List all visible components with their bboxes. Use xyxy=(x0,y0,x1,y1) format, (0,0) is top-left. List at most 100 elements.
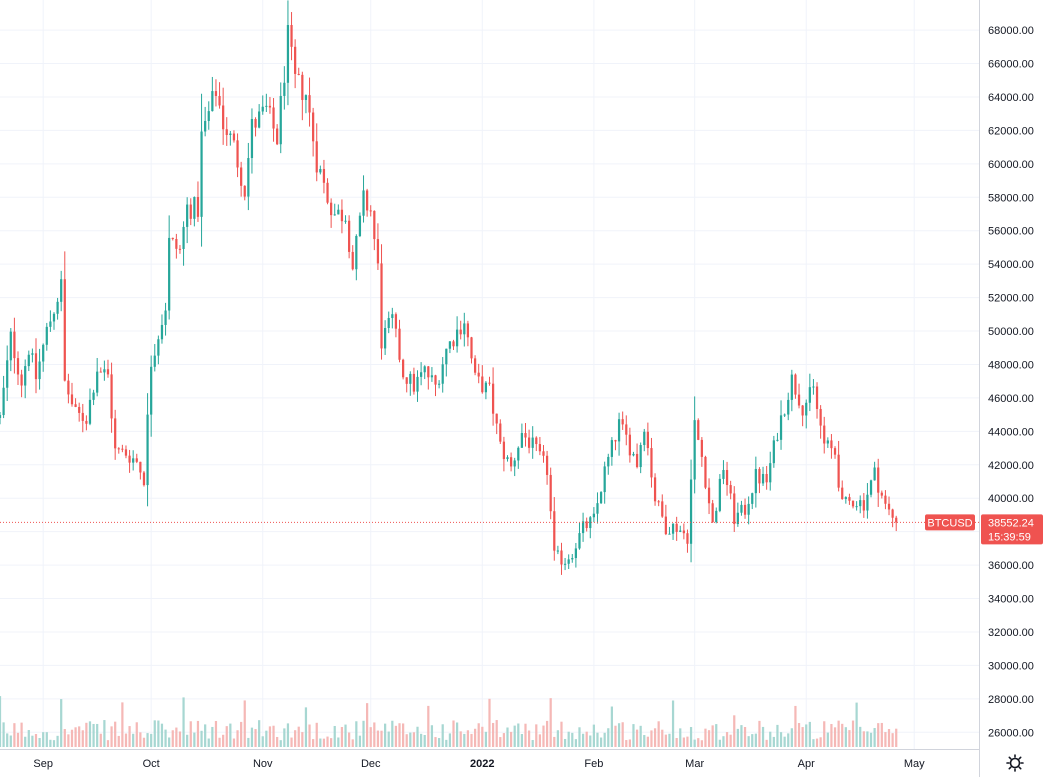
candle-body xyxy=(700,439,703,457)
volume-bar xyxy=(481,726,484,747)
volume-bar xyxy=(797,723,801,747)
volume-bar xyxy=(164,729,167,747)
candle-body xyxy=(38,361,41,380)
candle-body xyxy=(855,506,858,508)
volume-bar xyxy=(491,722,495,747)
candle-body xyxy=(445,348,448,365)
candle-body xyxy=(859,500,862,507)
volume-bar xyxy=(833,727,837,747)
volume-bar xyxy=(610,706,613,747)
candle-body xyxy=(0,415,2,418)
candle-body xyxy=(571,558,574,560)
volume-bar xyxy=(736,728,739,747)
time-tick-label: Apr xyxy=(798,758,815,770)
candle-body xyxy=(27,354,30,367)
volume-bar xyxy=(240,721,243,747)
candle-body xyxy=(272,107,275,129)
price-tick-label: 44000.00 xyxy=(988,426,1034,438)
volume-bar xyxy=(675,738,678,747)
time-tick-label: Oct xyxy=(143,758,160,770)
candle-body xyxy=(877,467,880,493)
volume-bar xyxy=(574,739,577,747)
candle-body xyxy=(56,301,59,314)
symbol-badge xyxy=(925,514,975,531)
candle-body xyxy=(851,500,855,507)
candle-body xyxy=(441,364,444,384)
candle-body xyxy=(20,374,23,386)
volume-bar xyxy=(452,720,455,747)
volume-bar xyxy=(581,733,585,747)
volume-bar xyxy=(229,723,232,747)
last-price-badge xyxy=(981,514,1043,545)
candle-body xyxy=(463,323,466,335)
volume-bar xyxy=(545,720,549,747)
candle-body xyxy=(319,168,322,173)
candle-body xyxy=(49,321,52,327)
candle-body xyxy=(639,445,642,468)
candle-body xyxy=(549,474,552,512)
candle-body xyxy=(63,279,66,381)
volume-bar xyxy=(535,724,538,747)
candle-body xyxy=(31,353,34,355)
candle-body xyxy=(635,453,639,468)
candle-body xyxy=(261,106,264,112)
candle-body xyxy=(736,512,739,525)
volume-bar xyxy=(286,723,290,747)
price-tick-label: 48000.00 xyxy=(988,359,1034,371)
volume-bar xyxy=(193,732,196,747)
volume-bar xyxy=(9,735,12,747)
candle-body xyxy=(513,460,516,467)
volume-bar xyxy=(445,739,448,747)
volume-bar xyxy=(477,723,480,747)
volume-bar xyxy=(279,740,282,747)
candle-body xyxy=(715,510,718,523)
candle-body xyxy=(373,210,376,240)
candle-body xyxy=(869,480,873,495)
volume-bar xyxy=(135,722,138,747)
volume-bar xyxy=(358,735,362,747)
volume-bar xyxy=(355,721,358,747)
volume-bar xyxy=(668,733,671,747)
candle-body xyxy=(499,423,502,442)
time-tick-label: Mar xyxy=(685,758,704,770)
candle-body xyxy=(258,111,261,128)
volume-bar xyxy=(549,698,552,747)
volume-bar xyxy=(733,715,736,747)
time-axis[interactable]: Sep Oct Nov Dec 2022 Feb Mar Apr May xyxy=(33,758,925,770)
volume-bar xyxy=(348,732,351,747)
candle-body xyxy=(632,453,635,456)
candle-body xyxy=(52,313,56,322)
volume-bar xyxy=(150,733,153,747)
volume-bar xyxy=(837,720,840,747)
volume-bar xyxy=(402,723,405,747)
volume-bar xyxy=(682,737,685,747)
candle-body xyxy=(45,326,48,345)
volume-bar xyxy=(887,729,891,747)
candle-body xyxy=(610,440,613,457)
volume-bar xyxy=(542,725,545,747)
volume-bar xyxy=(34,734,38,747)
candle-body xyxy=(538,444,542,452)
volume-bar xyxy=(625,740,628,747)
volume-bar xyxy=(517,723,520,747)
candle-body xyxy=(423,366,426,373)
candle-body xyxy=(473,358,477,373)
candle-body xyxy=(671,523,675,534)
volume-bar xyxy=(308,724,311,747)
candle-body xyxy=(110,374,113,419)
candle-body xyxy=(740,504,743,513)
volume-bar xyxy=(290,737,293,747)
volume-bar xyxy=(38,738,41,747)
candle-body xyxy=(214,91,218,96)
price-axis[interactable]: 26000.00 28000.00 30000.00 32000.00 34000.00… xyxy=(988,25,1034,739)
candle-body xyxy=(650,448,653,478)
gear-icon[interactable] xyxy=(1006,754,1024,772)
candle-body xyxy=(308,95,311,113)
candle-body xyxy=(484,382,488,393)
price-tick-label: 54000.00 xyxy=(988,259,1034,271)
candle-body xyxy=(787,399,790,415)
price-tick-label: 58000.00 xyxy=(988,192,1034,204)
volume-bar xyxy=(222,734,225,747)
